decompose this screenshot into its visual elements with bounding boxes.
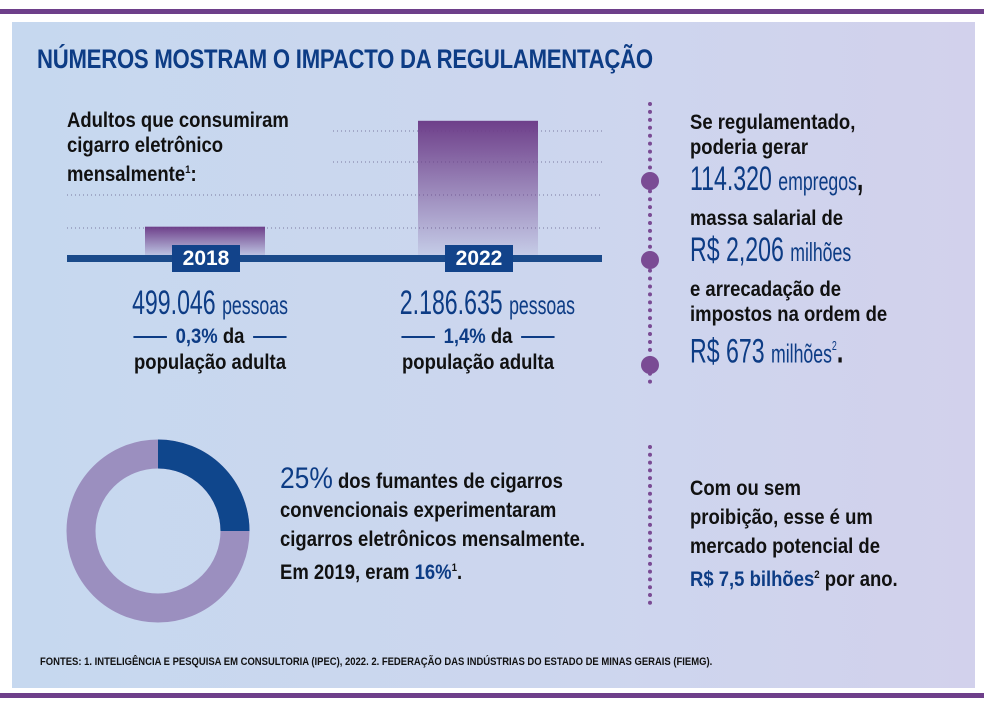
pop-2018: população adulta — [134, 351, 286, 374]
bullet-dot — [641, 172, 659, 190]
sources-footer: FONTES: 1. INTELIGÊNCIA E PESQUISA EM CO… — [40, 656, 713, 668]
text-line: R$ 7,5 bilhões2 por ano. — [690, 568, 898, 591]
text-line: Com ou sem — [690, 477, 801, 500]
market-potential: Com ou sem proibição, esse é um mercado … — [690, 476, 926, 592]
donut-chart — [66, 439, 250, 623]
salary-value: R$ 2,206 milhões — [690, 231, 852, 269]
year-label-2018: 2018 — [172, 245, 240, 272]
dotted-divider — [648, 445, 652, 605]
bullet-dot — [641, 356, 659, 374]
bullet-dot — [641, 251, 659, 269]
count-2022: 2.186.635 pessoas — [399, 284, 575, 322]
pop-2022: população adulta — [402, 351, 554, 374]
text-line: e arrecadação de — [690, 278, 842, 301]
baseline — [67, 255, 602, 262]
text-line: proibição, esse é um — [690, 506, 873, 529]
bar-2022 — [418, 120, 538, 258]
text-line: cigarros eletrônicos mensalmente. — [280, 528, 586, 551]
bottom-rule — [0, 693, 984, 698]
donut-text: 25% dos fumantes de cigarros convenciona… — [280, 462, 627, 585]
page-title: NÚMEROS MOSTRAM O IMPACTO DA REGULAMENTA… — [37, 44, 653, 74]
stat-2022: 2.186.635 pessoas 1,4% da população adul… — [363, 284, 593, 376]
heading-line: cigarro eletrônico — [67, 134, 224, 157]
bar-heading: Adultos que consumiram cigarro eletrônic… — [67, 108, 289, 187]
text-line: Em 2019, eram 16%1. — [280, 561, 463, 584]
text-line: massa salarial de — [690, 207, 844, 230]
tax-value: R$ 673 milhões2. — [690, 332, 844, 371]
top-rule — [0, 9, 984, 14]
year-label-2022: 2022 — [445, 245, 513, 272]
regulation-impact: Se regulamentado, poderia gerar 114.320 … — [690, 110, 945, 372]
count-2018: 499.046 pessoas — [132, 284, 288, 322]
pct-2018: 0,3% da — [109, 324, 311, 350]
heading-line: Adultos que consumiram — [67, 109, 289, 132]
donut-slice-25 — [157, 439, 250, 532]
text-line: impostos na ordem de — [690, 303, 888, 326]
heading-line: mensalmente1: — [67, 163, 197, 186]
pct-2022: 1,4% da — [377, 324, 579, 350]
text-line: 25% dos fumantes de cigarros — [280, 462, 563, 495]
stat-2018: 499.046 pessoas 0,3% da população adulta — [95, 284, 325, 376]
text-line: poderia gerar — [690, 136, 809, 159]
text-line: Se regulamentado, — [690, 111, 856, 134]
text-line: convencionais experimentaram — [280, 499, 557, 522]
dotted-divider — [648, 102, 652, 384]
text-line: mercado potencial de — [690, 535, 880, 558]
jobs-value: 114.320 empregos, — [690, 160, 864, 198]
